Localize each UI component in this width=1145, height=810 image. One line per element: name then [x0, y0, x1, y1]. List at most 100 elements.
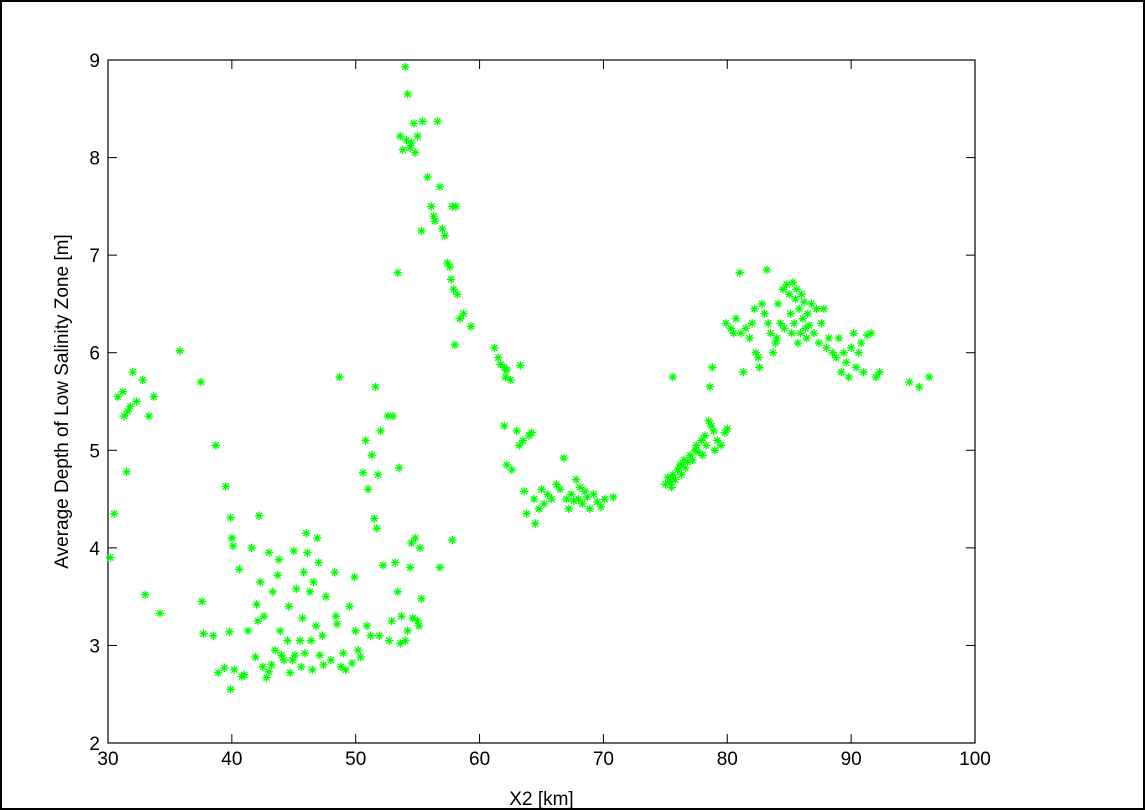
data-point — [396, 131, 405, 141]
data-point — [446, 275, 456, 284]
data-point — [589, 490, 598, 499]
data-point — [243, 626, 253, 635]
data-point — [799, 297, 809, 307]
data-point — [710, 446, 720, 455]
data-point — [351, 626, 360, 635]
data-point — [793, 338, 803, 348]
data-point — [585, 504, 594, 513]
data-point — [311, 621, 321, 631]
data-point — [319, 660, 328, 670]
data-point — [832, 353, 841, 362]
data-point — [445, 262, 454, 272]
data-point — [787, 329, 796, 338]
data-point — [735, 268, 744, 277]
data-point — [834, 333, 843, 343]
data-point — [126, 402, 135, 411]
data-point — [427, 202, 436, 211]
data-point — [459, 309, 468, 318]
data-point — [527, 428, 536, 437]
data-point — [109, 509, 119, 518]
data-point — [199, 629, 208, 638]
data-point — [358, 468, 368, 477]
data-point — [378, 561, 388, 570]
data-point — [609, 492, 618, 502]
data-point — [230, 665, 239, 674]
data-point — [812, 304, 821, 313]
data-point — [822, 343, 831, 352]
axis-ticks: 30 40 50 60 70 80 90 100 2 3 4 5 6 7 8 9 — [89, 51, 990, 770]
data-point — [859, 368, 868, 377]
data-point — [772, 333, 781, 343]
data-point — [762, 265, 772, 274]
data-point — [376, 426, 385, 435]
data-point — [747, 319, 757, 328]
y-tick-label: 7 — [89, 246, 100, 267]
data-point — [731, 314, 741, 323]
data-point — [118, 387, 128, 396]
data-point — [455, 314, 464, 323]
data-point — [423, 172, 432, 182]
data-point — [739, 368, 748, 377]
data-point — [501, 372, 510, 382]
data-point — [256, 577, 265, 587]
data-point — [790, 319, 799, 328]
data-point — [228, 541, 238, 551]
data-point — [418, 117, 427, 126]
data-point — [259, 612, 269, 621]
data-point — [768, 348, 778, 357]
y-tick-label: 3 — [89, 636, 100, 657]
data-point — [213, 668, 223, 677]
data-point — [512, 426, 521, 435]
data-point — [318, 631, 327, 640]
data-point — [567, 490, 576, 499]
data-point — [729, 329, 738, 338]
data-point — [451, 202, 461, 211]
data-point — [407, 538, 416, 548]
data-point — [438, 224, 447, 234]
data-point — [494, 353, 503, 362]
data-point — [417, 594, 426, 603]
data-point — [300, 649, 310, 658]
x-axis-label: X2 [km] — [509, 789, 573, 810]
data-point — [331, 612, 341, 621]
data-point — [415, 543, 425, 553]
data-point — [362, 621, 372, 631]
data-point — [251, 652, 260, 662]
data-point — [372, 524, 381, 533]
data-point — [396, 639, 405, 648]
data-point — [138, 375, 147, 385]
data-point — [411, 533, 420, 543]
data-point — [144, 411, 154, 421]
data-point — [709, 426, 718, 435]
data-point — [506, 375, 515, 385]
data-point — [520, 487, 529, 496]
data-point — [264, 548, 274, 557]
x-tick-label: 80 — [717, 749, 738, 770]
data-point — [583, 492, 592, 502]
data-point — [220, 663, 229, 673]
data-point — [347, 658, 357, 668]
data-point — [313, 533, 322, 543]
data-point — [449, 285, 458, 294]
data-point — [403, 89, 412, 99]
data-point — [385, 636, 394, 645]
data-point — [123, 407, 133, 416]
data-point — [267, 660, 276, 670]
data-point — [776, 319, 785, 328]
y-tick-label: 9 — [89, 51, 100, 72]
x-tick-label: 40 — [221, 749, 242, 770]
data-point — [226, 685, 235, 694]
data-point — [871, 372, 881, 382]
data-point — [315, 651, 324, 660]
data-point — [254, 511, 264, 520]
data-point — [697, 436, 706, 445]
data-point — [391, 558, 400, 567]
data-point — [341, 665, 350, 674]
data-point — [409, 119, 419, 128]
data-point — [915, 382, 924, 392]
data-point — [279, 655, 289, 665]
data-point — [842, 358, 851, 367]
data-point — [326, 655, 336, 665]
data-point — [403, 626, 412, 635]
data-point — [679, 455, 689, 465]
